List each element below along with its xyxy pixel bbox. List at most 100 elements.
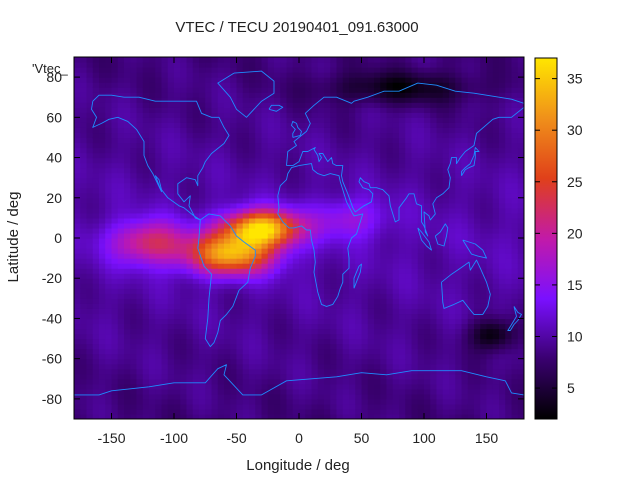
heatmap-cell xyxy=(249,177,256,184)
heatmap-cell xyxy=(130,268,138,274)
heatmap-cell xyxy=(324,293,331,299)
heatmap-cell xyxy=(155,87,163,93)
heatmap-cell xyxy=(149,413,156,419)
heatmap-cell xyxy=(455,142,463,149)
heatmap-cell xyxy=(274,222,281,229)
heatmap-cell xyxy=(230,413,238,419)
heatmap-cell xyxy=(442,383,450,390)
heatmap-cell xyxy=(424,363,431,370)
heatmap-cell xyxy=(111,172,119,179)
heatmap-cell xyxy=(411,323,419,330)
heatmap-cell xyxy=(311,378,319,385)
heatmap-cell xyxy=(217,353,225,360)
heatmap-cell xyxy=(299,207,306,214)
heatmap-cell xyxy=(267,182,275,189)
heatmap-cell xyxy=(236,222,244,229)
heatmap-cell xyxy=(86,328,94,335)
heatmap-cell xyxy=(117,258,125,264)
heatmap-cell xyxy=(292,243,300,249)
heatmap-cell xyxy=(142,77,150,83)
heatmap-cell xyxy=(124,348,131,355)
heatmap-cell xyxy=(342,263,350,269)
heatmap-cell xyxy=(261,57,269,63)
heatmap-cell xyxy=(111,117,119,123)
heatmap-cell xyxy=(399,323,406,330)
heatmap-cell xyxy=(105,102,113,108)
heatmap-cell xyxy=(192,328,200,335)
heatmap-cell xyxy=(86,142,94,149)
heatmap-cell xyxy=(249,288,256,294)
heatmap-cell xyxy=(80,368,88,375)
heatmap-cell xyxy=(286,227,294,234)
heatmap-cell xyxy=(130,258,138,264)
heatmap-cell xyxy=(80,388,88,395)
heatmap-cell xyxy=(311,232,319,239)
heatmap-cell xyxy=(492,182,500,189)
heatmap-cell xyxy=(261,167,269,174)
heatmap-cell xyxy=(480,127,488,134)
heatmap-cell xyxy=(230,388,238,395)
heatmap-cell xyxy=(236,248,244,254)
heatmap-cell xyxy=(224,343,231,350)
heatmap-cell xyxy=(467,318,475,325)
heatmap-cell xyxy=(305,212,313,219)
heatmap-cell xyxy=(449,192,456,199)
heatmap-cell xyxy=(442,117,450,123)
heatmap-cell xyxy=(186,413,194,419)
heatmap-cell xyxy=(199,313,206,320)
heatmap-cell xyxy=(499,227,506,234)
heatmap-cell xyxy=(161,393,169,400)
heatmap-cell xyxy=(255,112,263,118)
heatmap-cell xyxy=(105,363,113,370)
heatmap-cell xyxy=(249,413,256,419)
heatmap-cell xyxy=(461,283,469,289)
heatmap-cell xyxy=(442,258,450,264)
heatmap-cell xyxy=(292,157,300,164)
heatmap-cell xyxy=(211,222,219,229)
heatmap-cell xyxy=(86,263,94,269)
heatmap-cell xyxy=(161,278,169,284)
heatmap-cell xyxy=(255,328,263,335)
heatmap-cell xyxy=(342,368,350,375)
heatmap-cell xyxy=(317,323,325,330)
heatmap-cell xyxy=(336,202,344,209)
heatmap-cell xyxy=(367,373,375,380)
heatmap-cell xyxy=(474,87,481,93)
heatmap-cell xyxy=(436,117,444,123)
heatmap-cell xyxy=(155,207,163,214)
heatmap-cell xyxy=(149,318,156,325)
heatmap-cell xyxy=(174,152,181,159)
heatmap-cell xyxy=(167,323,175,330)
heatmap-cell xyxy=(249,122,256,128)
heatmap-cell xyxy=(242,278,250,284)
heatmap-cell xyxy=(380,268,388,274)
heatmap-cell xyxy=(286,217,294,224)
heatmap-cell xyxy=(492,92,500,98)
heatmap-cell xyxy=(324,67,331,73)
heatmap-cell xyxy=(142,328,150,335)
heatmap-cell xyxy=(174,147,181,154)
heatmap-cell xyxy=(342,383,350,390)
heatmap-cell xyxy=(424,227,431,234)
heatmap-cell xyxy=(186,137,194,144)
heatmap-cell xyxy=(430,192,438,199)
heatmap-cell xyxy=(130,147,138,154)
heatmap-cell xyxy=(280,273,288,279)
heatmap-cell xyxy=(442,288,450,294)
heatmap-cell xyxy=(105,142,113,149)
heatmap-cell xyxy=(461,328,469,335)
heatmap-cell xyxy=(174,232,181,239)
heatmap-cell xyxy=(355,288,363,294)
heatmap-cell xyxy=(92,343,100,350)
heatmap-cell xyxy=(474,117,481,123)
heatmap-cell xyxy=(242,333,250,340)
heatmap-cell xyxy=(142,127,150,134)
heatmap-cell xyxy=(355,162,363,169)
heatmap-cell xyxy=(455,197,463,204)
heatmap-cell xyxy=(186,358,194,365)
heatmap-cell xyxy=(280,177,288,184)
heatmap-cell xyxy=(249,368,256,375)
heatmap-cell xyxy=(192,142,200,149)
heatmap-cell xyxy=(442,112,450,118)
heatmap-cell xyxy=(167,152,175,159)
